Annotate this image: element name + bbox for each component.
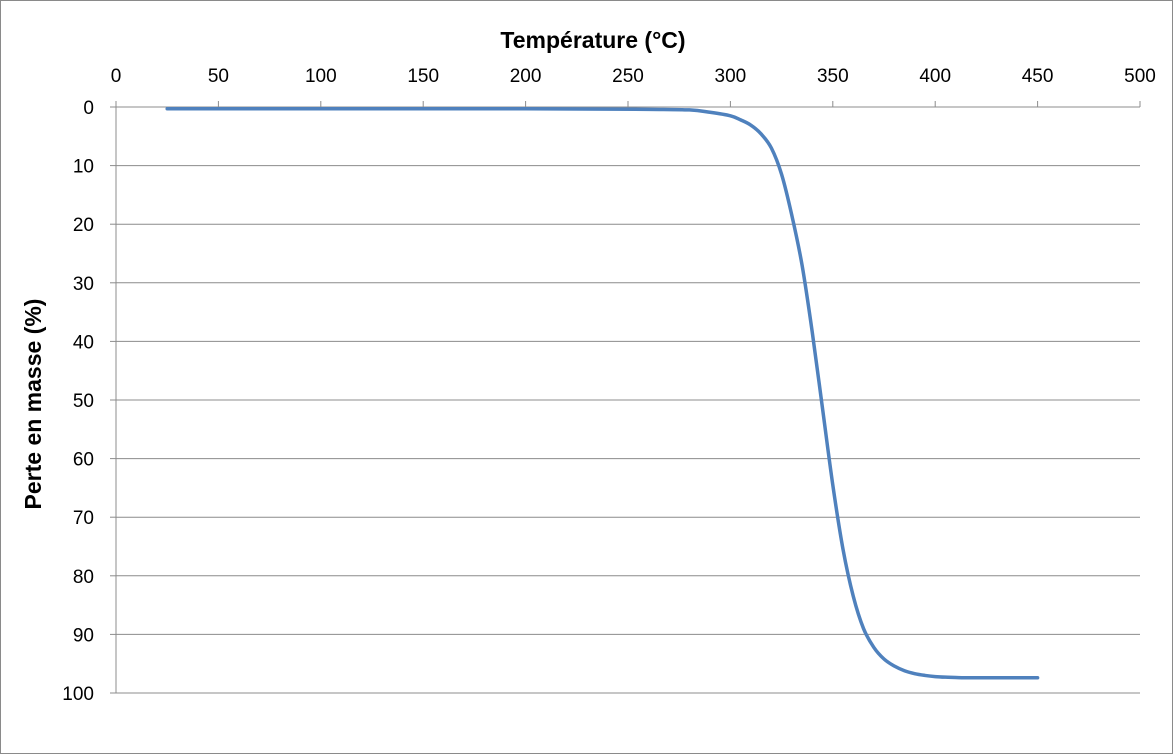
y-tick-label-20: 20 [73,215,94,236]
y-tick-label-0: 0 [83,98,94,119]
y-tick-label-90: 90 [73,625,94,646]
y-tick-label-30: 30 [73,274,94,295]
x-tick-labels: 0 50 100 150 200 250 300 350 400 450 500 [111,66,1156,87]
x-tick-label-200: 200 [510,66,542,87]
grid-lines [116,165,1140,694]
x-tick-label-300: 300 [715,66,747,87]
x-tick-label-0: 0 [111,66,122,87]
y-tick-label-10: 10 [73,157,94,178]
series-layer [165,106,1040,680]
x-tick-label-350: 350 [817,66,849,87]
x-tick-label-50: 50 [208,66,229,87]
y-tick-label-40: 40 [73,332,94,353]
x-tick-label-150: 150 [407,66,439,87]
x-tick-label-100: 100 [305,66,337,87]
x-tick-label-250: 250 [612,66,644,87]
y-axis-title: Perte en masse (%) [20,299,46,510]
y-tick-label-80: 80 [73,567,94,588]
series-line-0 [165,106,1040,680]
axes [110,101,1141,694]
x-tick-label-400: 400 [919,66,951,87]
x-axis-title: Température (°C) [500,27,685,53]
y-tick-label-100: 100 [62,684,94,705]
y-tick-label-60: 60 [73,450,94,471]
y-tick-label-70: 70 [73,508,94,529]
y-tick-label-50: 50 [73,391,94,412]
y-tick-labels: 0 10 20 30 40 50 60 70 80 90 100 [62,98,94,705]
x-tick-label-500: 500 [1124,66,1156,87]
x-tick-label-450: 450 [1022,66,1054,87]
